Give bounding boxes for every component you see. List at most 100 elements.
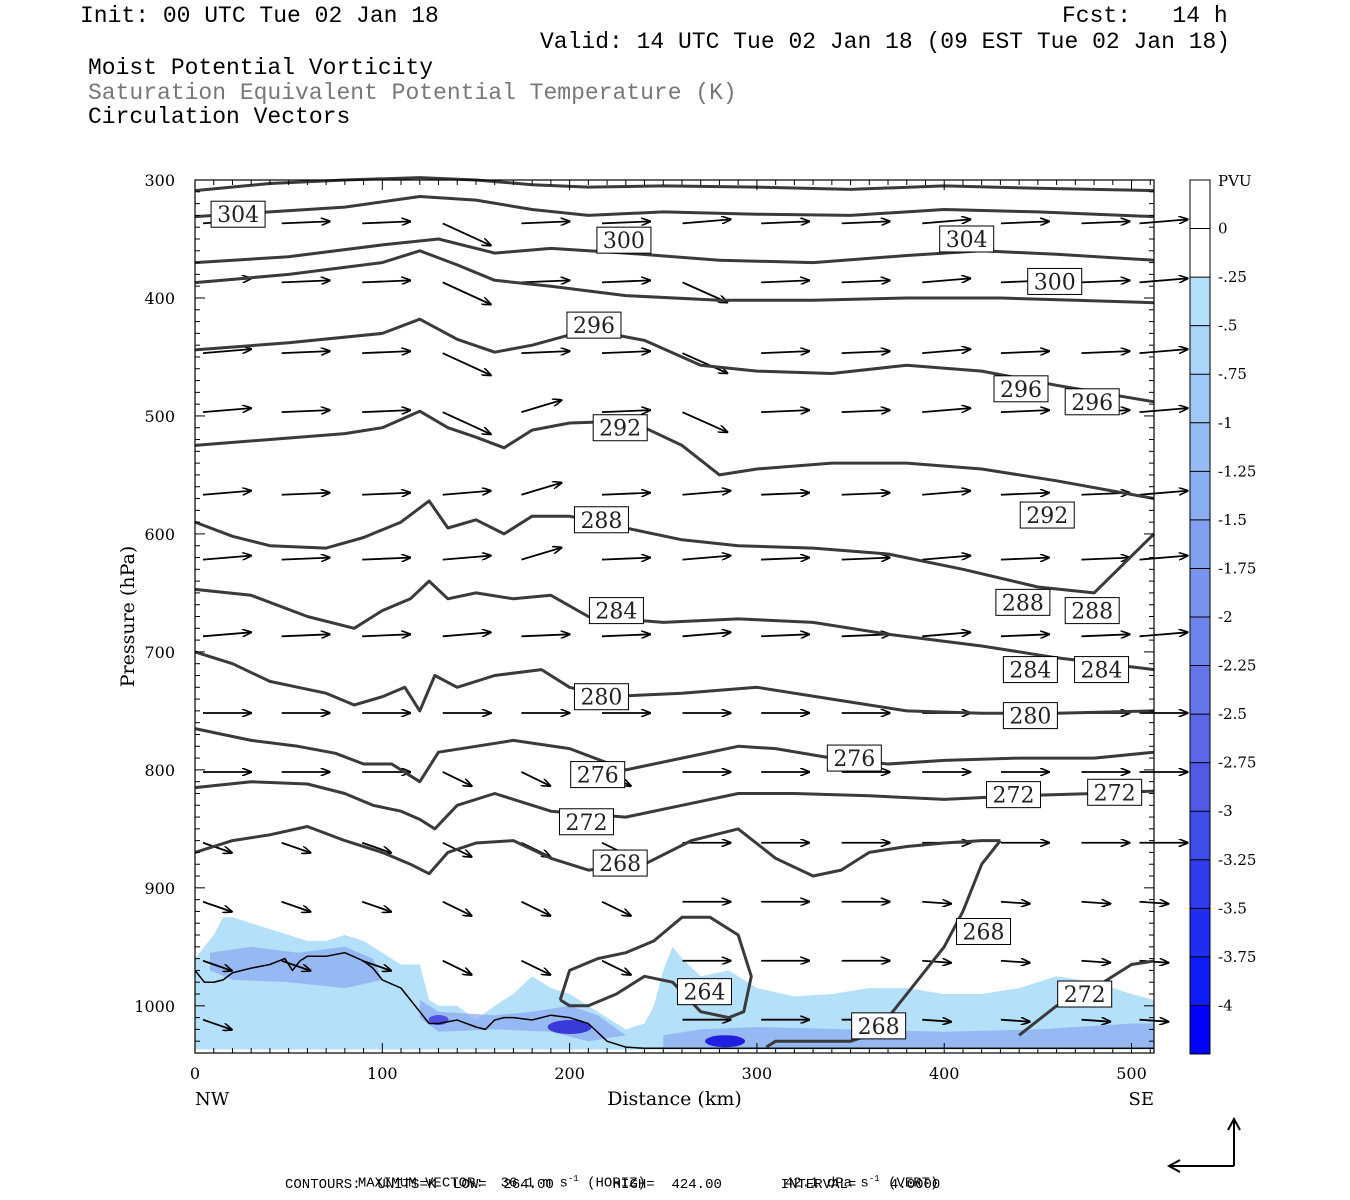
circulation-vector: [362, 558, 410, 560]
contour-label-box: [1064, 597, 1120, 625]
circulation-vector: [361, 959, 391, 971]
init-time: Init: 00 UTC Tue 02 Jan 18: [80, 3, 439, 29]
max-vector-vert-readout: 42.1 dPa s-1 (VERT): [768, 1158, 939, 1192]
circulation-vector: [1139, 408, 1188, 414]
contour-label-box: [676, 978, 732, 1006]
colorbar-unit: PVU: [1218, 172, 1252, 190]
circulation-vector: [362, 410, 410, 412]
max-vector-horiz-tag: (HORIZ): [578, 1175, 646, 1192]
circulation-vector: [761, 280, 809, 282]
circulation-vector: [362, 634, 410, 636]
contour-label-box: [1002, 702, 1058, 730]
circulation-vector: [1081, 351, 1129, 353]
circulation-vector: [761, 221, 809, 223]
y-tick-label: 400: [144, 289, 175, 308]
max-vector-horiz-value: MAXIMUM VECTOR: 36.1 m s: [357, 1175, 568, 1192]
circulation-vector: [442, 632, 491, 638]
circulation-vector: [521, 351, 569, 353]
contour-label: 288: [580, 509, 622, 534]
max-vector-horiz-unit-exp: -1: [567, 1174, 579, 1184]
circulation-vector: [922, 219, 970, 225]
contour-264: [558, 915, 753, 1020]
contour-label: 276: [833, 747, 875, 772]
contour-label-box: [939, 225, 995, 253]
colorbar-swatch: [1190, 665, 1210, 715]
colorbar-label: -1.75: [1218, 559, 1256, 577]
circulation-vector: [841, 493, 890, 495]
colorbar-swatch: [1190, 277, 1210, 327]
circulation-vectors: [202, 219, 1188, 1029]
circulation-vector: [922, 556, 970, 561]
circulation-vector: [362, 221, 410, 223]
circulation-vector: [1081, 558, 1129, 560]
circulation-vector: [281, 558, 330, 560]
circulation-vector: [1081, 902, 1110, 904]
contour-label-box: [573, 506, 629, 534]
contour-label: 268: [599, 852, 641, 877]
colorbar: PVU 0 -.25 -.5 -.75 -1 -1.25 -1.5 -1.75 -2 -2.25 -2…: [1189, 172, 1256, 1055]
contour-label-box: [826, 744, 882, 772]
x-tick-label: 400: [929, 1064, 960, 1083]
y-tick-label: 700: [144, 643, 175, 662]
circulation-vector: [281, 410, 330, 412]
circulation-vector: [362, 280, 410, 282]
circulation-vector: [1000, 221, 1049, 223]
contour-info: CONTOURS: UNITS=K LOW= 264.00 HIGH= 424.…: [285, 1177, 941, 1193]
circulation-vector: [682, 411, 728, 432]
circulation-vector: [922, 278, 970, 284]
field-title-mpv: Moist Potential Vorticity: [88, 55, 434, 81]
circulation-vector: [1081, 961, 1110, 963]
circulation-vector: [1000, 1020, 1030, 1022]
colorbar-label: -2: [1218, 608, 1233, 626]
terrain-line: [194, 951, 1154, 1050]
circulation-vector: [1000, 902, 1030, 904]
circulation-vector: [601, 634, 650, 636]
contour-label-box: [592, 849, 648, 877]
circulation-vector: [281, 959, 311, 971]
field-title-theta-es: Saturation Equivalent Potential Temperat…: [88, 80, 737, 106]
circulation-vector: [761, 410, 809, 412]
circulation-vector: [202, 408, 251, 414]
circulation-vector: [922, 491, 970, 496]
contour-280: [194, 650, 1155, 715]
contour-300: [194, 237, 1155, 265]
colorbar-label: -3.25: [1218, 851, 1256, 869]
colorbar-label: -.25: [1218, 268, 1247, 286]
x-tick-label: 300: [742, 1064, 773, 1083]
axis-labels: 300 400 500 600 700 800 900 1000 0 100 200 300 400 50…: [117, 171, 1154, 1110]
contour-label: 292: [599, 417, 641, 442]
y-tick-label: 600: [144, 525, 175, 544]
circulation-vector: [601, 351, 650, 353]
axis-ticks: [194, 179, 1154, 1054]
x-axis-title: Distance (km): [607, 1088, 742, 1110]
contour-288: [194, 499, 1156, 595]
circulation-vector: [442, 411, 491, 434]
contour-304: [194, 195, 1155, 219]
contour-label: 296: [573, 314, 615, 339]
contour-label-box: [1002, 656, 1058, 684]
contour-label: 300: [603, 229, 645, 254]
contour-label: 296: [1071, 391, 1113, 416]
circulation-vector: [761, 351, 809, 353]
contour-label: 292: [1026, 504, 1068, 529]
pv-shade-max: [705, 1035, 746, 1048]
contour-276: [194, 727, 1155, 784]
colorbar-label: -3.75: [1218, 948, 1256, 966]
colorbar-label: 0: [1218, 220, 1228, 238]
x-end-label-left: NW: [195, 1089, 230, 1110]
contour-label: 276: [577, 764, 619, 789]
circulation-vector: [601, 221, 650, 223]
circulation-vector: [442, 556, 491, 561]
circulation-vector: [1139, 349, 1188, 355]
colorbar-swatch: [1190, 422, 1210, 472]
circulation-vector: [601, 900, 631, 916]
contour-label: 304: [946, 228, 988, 253]
colorbar-label: -2.75: [1218, 754, 1256, 772]
circulation-vector: [601, 280, 650, 282]
colorbar-swatch: [1190, 762, 1210, 812]
contour-292: [194, 409, 1155, 500]
colorbar-label: -3: [1218, 802, 1233, 820]
circulation-vector: [922, 349, 970, 355]
colorbar-swatch: [1190, 519, 1210, 569]
circulation-vector: [281, 221, 330, 223]
